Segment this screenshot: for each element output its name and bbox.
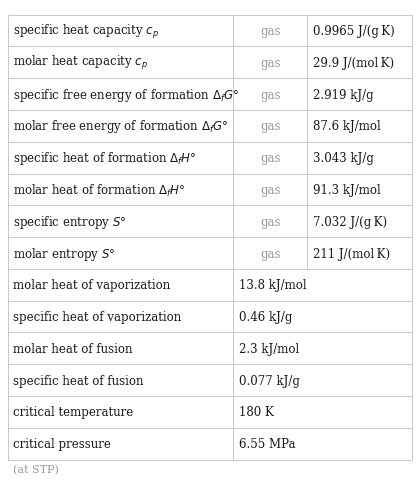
Text: 87.6 kJ/mol: 87.6 kJ/mol — [312, 120, 381, 133]
Text: molar heat of fusion: molar heat of fusion — [13, 342, 133, 355]
Text: gas: gas — [260, 247, 281, 260]
Text: 0.46 kJ/g: 0.46 kJ/g — [239, 310, 292, 324]
Text: specific heat of vaporization: specific heat of vaporization — [13, 310, 181, 324]
Text: molar heat capacity $c_p$: molar heat capacity $c_p$ — [13, 54, 148, 72]
Text: 2.3 kJ/mol: 2.3 kJ/mol — [239, 342, 299, 355]
Text: 7.032 J/(g K): 7.032 J/(g K) — [312, 215, 387, 228]
Text: 0.077 kJ/g: 0.077 kJ/g — [239, 374, 300, 387]
Text: gas: gas — [260, 152, 281, 165]
Text: molar free energy of formation $\Delta_f G°$: molar free energy of formation $\Delta_f… — [13, 118, 228, 135]
Text: specific free energy of formation $\Delta_f G°$: specific free energy of formation $\Delt… — [13, 86, 239, 103]
Text: molar heat of vaporization: molar heat of vaporization — [13, 279, 170, 292]
Text: gas: gas — [260, 120, 281, 133]
Text: molar heat of formation $\Delta_f H°$: molar heat of formation $\Delta_f H°$ — [13, 182, 186, 198]
Text: specific heat capacity $c_p$: specific heat capacity $c_p$ — [13, 22, 159, 41]
Text: gas: gas — [260, 25, 281, 38]
Text: specific heat of formation $\Delta_f H°$: specific heat of formation $\Delta_f H°$ — [13, 150, 197, 167]
Text: specific entropy $S°$: specific entropy $S°$ — [13, 213, 126, 230]
Text: 13.8 kJ/mol: 13.8 kJ/mol — [239, 279, 307, 292]
Text: 29.9 J/(mol K): 29.9 J/(mol K) — [312, 57, 394, 70]
Text: 211 J/(mol K): 211 J/(mol K) — [312, 247, 390, 260]
Text: 0.9965 J/(g K): 0.9965 J/(g K) — [312, 25, 394, 38]
Text: gas: gas — [260, 88, 281, 102]
Text: specific heat of fusion: specific heat of fusion — [13, 374, 144, 387]
Text: gas: gas — [260, 215, 281, 228]
Text: 91.3 kJ/mol: 91.3 kJ/mol — [312, 183, 381, 197]
Text: critical temperature: critical temperature — [13, 406, 133, 419]
Text: 180 K: 180 K — [239, 406, 274, 419]
Text: molar entropy $S°$: molar entropy $S°$ — [13, 245, 116, 262]
Text: gas: gas — [260, 57, 281, 70]
Text: critical pressure: critical pressure — [13, 437, 111, 450]
Text: 6.55 MPa: 6.55 MPa — [239, 437, 295, 450]
Text: 2.919 kJ/g: 2.919 kJ/g — [312, 88, 373, 102]
Text: (at STP): (at STP) — [13, 464, 59, 474]
Text: 3.043 kJ/g: 3.043 kJ/g — [312, 152, 373, 165]
Text: gas: gas — [260, 183, 281, 197]
